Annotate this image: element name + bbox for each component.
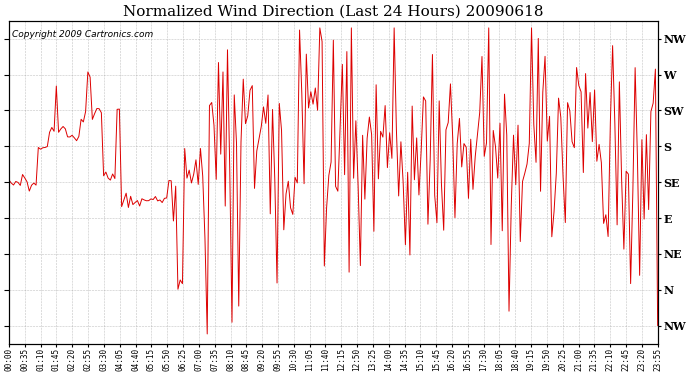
Text: Copyright 2009 Cartronics.com: Copyright 2009 Cartronics.com: [12, 30, 153, 39]
Title: Normalized Wind Direction (Last 24 Hours) 20090618: Normalized Wind Direction (Last 24 Hours…: [123, 4, 544, 18]
